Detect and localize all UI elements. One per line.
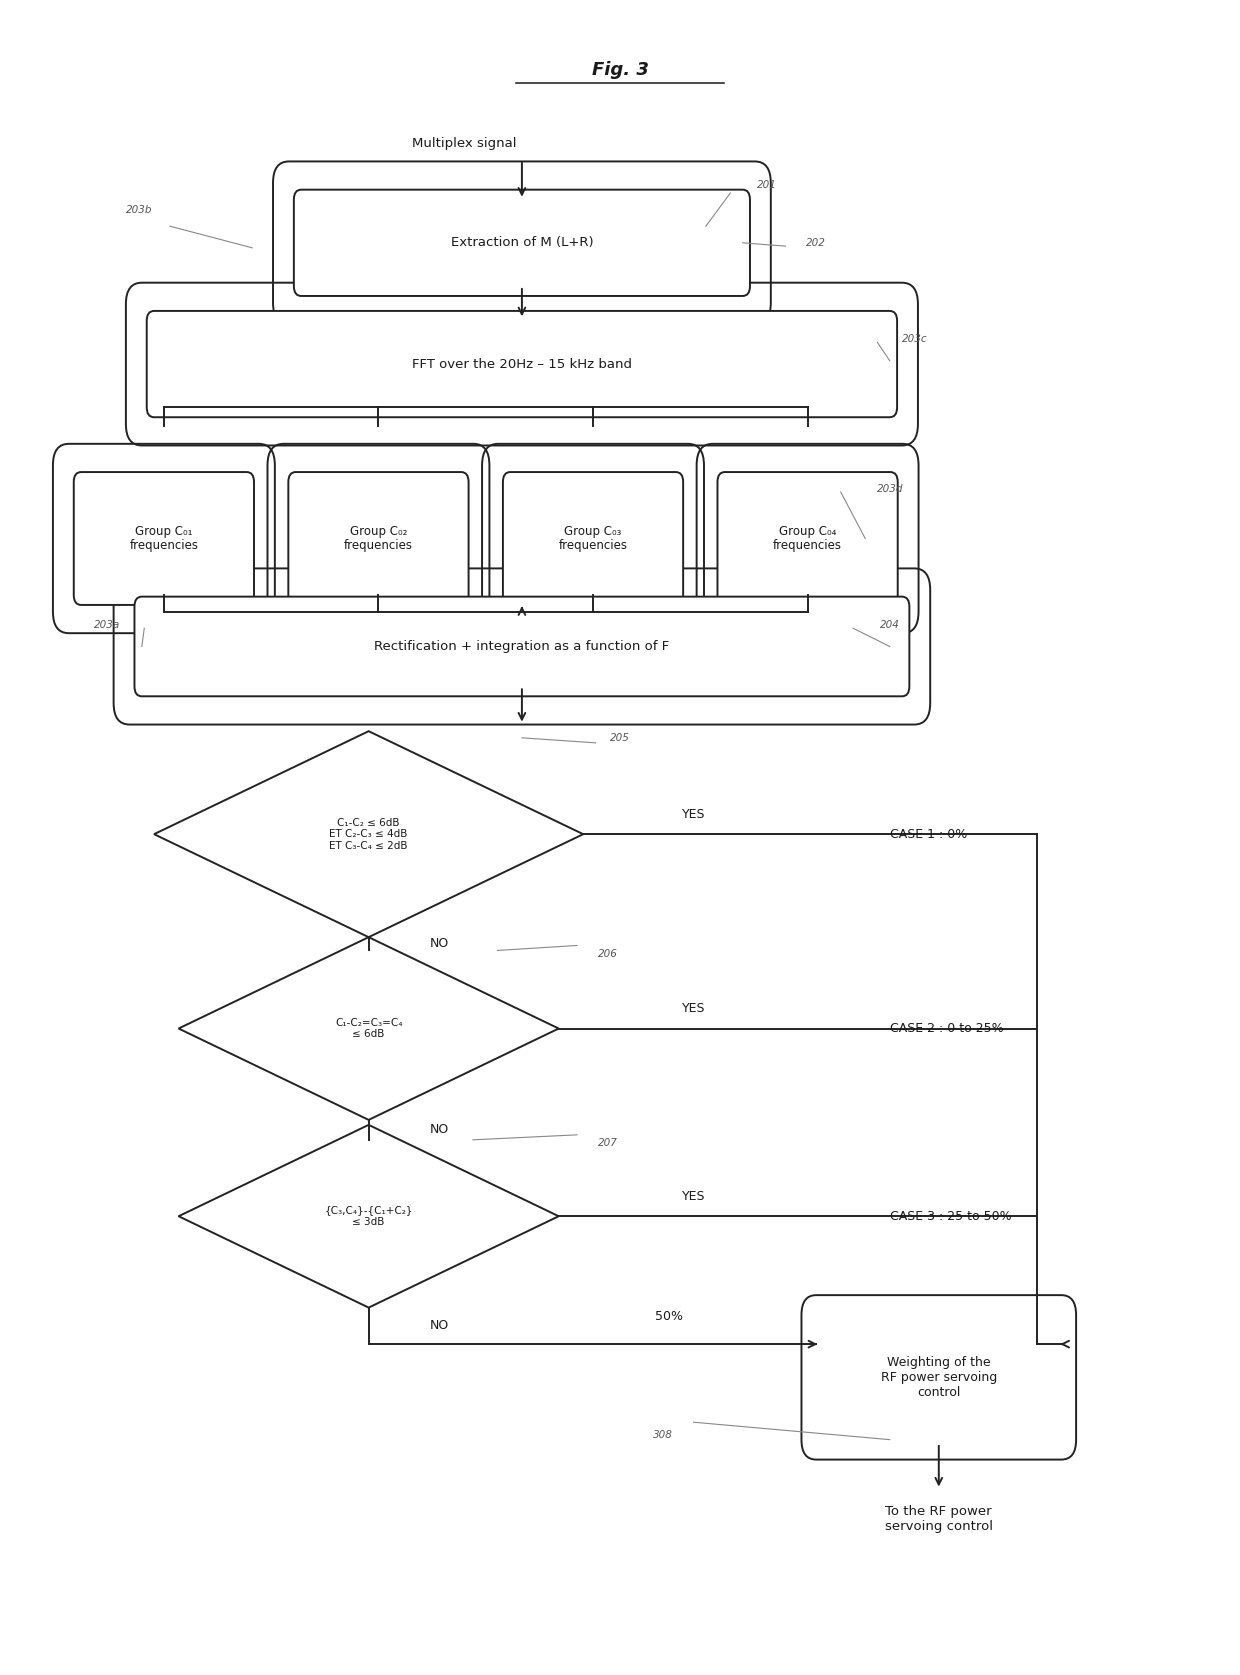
Text: C₁-C₂=C₃=C₄
≤ 6dB: C₁-C₂=C₃=C₄ ≤ 6dB xyxy=(335,1018,403,1038)
Text: Group C₀₄
frequencies: Group C₀₄ frequencies xyxy=(773,524,842,553)
Text: Group C₀₂
frequencies: Group C₀₂ frequencies xyxy=(343,524,413,553)
Text: 206: 206 xyxy=(598,948,618,958)
Text: 201: 201 xyxy=(758,179,777,189)
FancyBboxPatch shape xyxy=(801,1295,1076,1459)
Text: 50%: 50% xyxy=(655,1310,683,1323)
Text: NO: NO xyxy=(430,938,449,950)
FancyBboxPatch shape xyxy=(146,312,897,417)
Text: Fig. 3: Fig. 3 xyxy=(591,60,649,79)
Text: NO: NO xyxy=(430,1124,449,1136)
FancyBboxPatch shape xyxy=(289,472,469,605)
Text: FFT over the 20Hz – 15 kHz band: FFT over the 20Hz – 15 kHz band xyxy=(412,357,632,370)
Text: Group C₀₁
frequencies: Group C₀₁ frequencies xyxy=(129,524,198,553)
FancyBboxPatch shape xyxy=(134,596,909,697)
Text: To the RF power
servoing control: To the RF power servoing control xyxy=(885,1504,993,1533)
Text: 308: 308 xyxy=(653,1430,673,1440)
Text: CASE 1 : 0%: CASE 1 : 0% xyxy=(890,827,967,841)
Text: CASE 3 : 25 to 50%: CASE 3 : 25 to 50% xyxy=(890,1209,1012,1223)
Text: CASE 2 : 0 to 25%: CASE 2 : 0 to 25% xyxy=(890,1022,1003,1035)
Polygon shape xyxy=(179,938,559,1121)
Text: 204: 204 xyxy=(880,620,900,630)
Text: 203b: 203b xyxy=(126,204,153,214)
Text: 207: 207 xyxy=(598,1137,618,1147)
Text: C₁-C₂ ≤ 6dB
ET C₂-C₃ ≤ 4dB
ET C₃-C₄ ≤ 2dB: C₁-C₂ ≤ 6dB ET C₂-C₃ ≤ 4dB ET C₃-C₄ ≤ 2d… xyxy=(330,817,408,851)
Text: 203d: 203d xyxy=(877,484,903,494)
Text: Weighting of the
RF power servoing
control: Weighting of the RF power servoing contr… xyxy=(880,1355,997,1399)
Text: NO: NO xyxy=(430,1320,449,1332)
Text: YES: YES xyxy=(682,1189,706,1203)
Text: 203c: 203c xyxy=(901,335,928,343)
Text: 202: 202 xyxy=(806,238,826,248)
Polygon shape xyxy=(179,1126,559,1308)
Text: YES: YES xyxy=(682,807,706,821)
FancyBboxPatch shape xyxy=(718,472,898,605)
Polygon shape xyxy=(154,732,583,938)
FancyBboxPatch shape xyxy=(73,472,254,605)
Text: {C₃,C₄}-{C₁+C₂}
≤ 3dB: {C₃,C₄}-{C₁+C₂} ≤ 3dB xyxy=(325,1206,413,1228)
Text: Extraction of M (L+R): Extraction of M (L+R) xyxy=(450,236,593,250)
Text: Multiplex signal: Multiplex signal xyxy=(412,137,516,149)
FancyBboxPatch shape xyxy=(503,472,683,605)
Text: 203a: 203a xyxy=(94,620,120,630)
FancyBboxPatch shape xyxy=(294,189,750,296)
Text: Rectification + integration as a function of F: Rectification + integration as a functio… xyxy=(374,640,670,653)
Text: Group C₀₃
frequencies: Group C₀₃ frequencies xyxy=(558,524,627,553)
Text: 205: 205 xyxy=(610,734,630,742)
Text: YES: YES xyxy=(682,1002,706,1015)
